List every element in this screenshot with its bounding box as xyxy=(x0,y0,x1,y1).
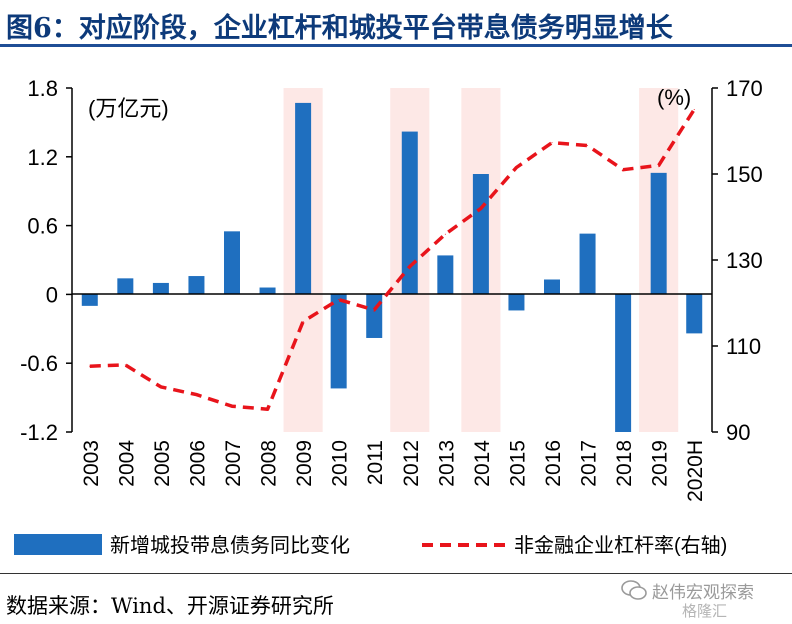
watermark-name: 赵伟宏观探索 xyxy=(652,583,754,603)
legend: 新增城投带息债务同比变化 非金融企业杠杆率(右轴) xyxy=(14,534,727,557)
x-label-2018: 2018 xyxy=(613,440,636,487)
bar-2010 xyxy=(330,294,347,389)
bar-2003 xyxy=(81,294,98,306)
line-series xyxy=(89,108,696,411)
line-point-2016 xyxy=(551,142,553,144)
line-point-2014 xyxy=(480,207,482,209)
line-point-2019 xyxy=(658,164,660,166)
bar-2018 xyxy=(615,294,632,432)
bar-2005 xyxy=(152,282,169,295)
legend-line-label: 非金融企业杠杆率(右轴) xyxy=(514,534,727,557)
right-tick-label: 90 xyxy=(726,420,750,445)
x-label-2005: 2005 xyxy=(151,440,174,487)
wechat-icon xyxy=(621,580,647,600)
line-point-2003 xyxy=(89,365,91,367)
left-tick-label: 0.6 xyxy=(27,214,58,239)
x-label-2016: 2016 xyxy=(542,440,565,487)
line-point-2007 xyxy=(231,405,233,407)
title-rule xyxy=(0,44,792,47)
watermark: 赵伟宏观探索 格隆汇 xyxy=(620,578,790,622)
bar-2007 xyxy=(224,231,240,295)
line-point-2010 xyxy=(338,299,340,301)
left-tick-label: 0 xyxy=(46,282,58,307)
left-axis-ticks: 1.8 1.2 0.6 0 -0.6 -1.2 xyxy=(20,76,72,445)
left-unit-label: (万亿元) xyxy=(88,96,169,121)
x-label-2015: 2015 xyxy=(506,440,529,487)
right-axis-ticks: 170 150 130 110 90 xyxy=(712,76,763,445)
right-tick-label: 130 xyxy=(726,248,763,273)
line-point-2011 xyxy=(373,309,375,311)
bar-2009 xyxy=(295,102,312,295)
legend-bar-swatch xyxy=(14,534,102,555)
bar-2015 xyxy=(508,294,525,311)
line-point-2015 xyxy=(515,167,517,169)
x-label-2019: 2019 xyxy=(649,440,672,487)
line-point-2005 xyxy=(160,386,162,388)
x-axis-labels: 2003 2004 2005 2006 2007 2008 2009 2010 2011 2012… xyxy=(80,440,707,502)
line-point-2013 xyxy=(444,233,446,235)
right-tick-label: 170 xyxy=(726,76,763,101)
chart-title: 图6：对应阶段，企业杠杆和城投平台带息债务明显增长 xyxy=(6,13,673,44)
x-label-2014: 2014 xyxy=(471,440,494,487)
left-tick-label: -0.6 xyxy=(20,351,58,376)
bar-2006 xyxy=(188,276,205,295)
line-point-2020H xyxy=(693,109,695,110)
left-tick-label: 1.8 xyxy=(27,76,58,101)
right-tick-label: 110 xyxy=(726,334,761,359)
line-point-2009 xyxy=(302,320,304,322)
x-label-2013: 2013 xyxy=(435,440,458,487)
left-tick-label: 1.2 xyxy=(27,145,58,170)
right-tick-label: 150 xyxy=(726,162,763,187)
x-label-2020H: 2020H xyxy=(684,440,707,502)
bar-2008 xyxy=(259,287,276,295)
line-point-2006 xyxy=(195,394,197,396)
legend-bar-label: 新增城投带息债务同比变化 xyxy=(110,534,350,557)
x-label-2011: 2011 xyxy=(364,440,387,485)
bar-2013 xyxy=(437,255,454,295)
source-note: 数据来源：Wind、开源证券研究所 xyxy=(6,594,334,618)
leverage-line xyxy=(89,108,696,411)
bar-2017 xyxy=(579,233,596,295)
line-point-2008 xyxy=(267,408,269,410)
x-label-2010: 2010 xyxy=(329,440,352,487)
x-label-2009: 2009 xyxy=(293,440,316,487)
bar-2019 xyxy=(650,172,667,295)
left-tick-label: -1.2 xyxy=(20,420,58,445)
x-label-2003: 2003 xyxy=(80,440,103,487)
x-label-2006: 2006 xyxy=(186,440,209,487)
x-label-2007: 2007 xyxy=(222,440,245,487)
line-point-2012 xyxy=(409,265,411,267)
bar-2016 xyxy=(544,279,560,295)
bar-2012 xyxy=(401,131,418,295)
line-point-2018 xyxy=(622,169,624,171)
x-label-2012: 2012 xyxy=(400,440,423,487)
line-point-2004 xyxy=(124,364,126,366)
source-rule xyxy=(0,573,792,574)
line-point-2017 xyxy=(587,145,589,147)
bar-2020H xyxy=(686,294,703,334)
bar-series xyxy=(81,102,703,432)
right-unit-label: (%) xyxy=(657,85,691,110)
x-label-2017: 2017 xyxy=(578,440,601,487)
x-label-2004: 2004 xyxy=(115,440,138,487)
x-label-2008: 2008 xyxy=(258,440,281,487)
watermark-sub: 格隆汇 xyxy=(682,602,728,620)
bar-2014 xyxy=(472,174,489,295)
bar-2004 xyxy=(117,278,134,295)
